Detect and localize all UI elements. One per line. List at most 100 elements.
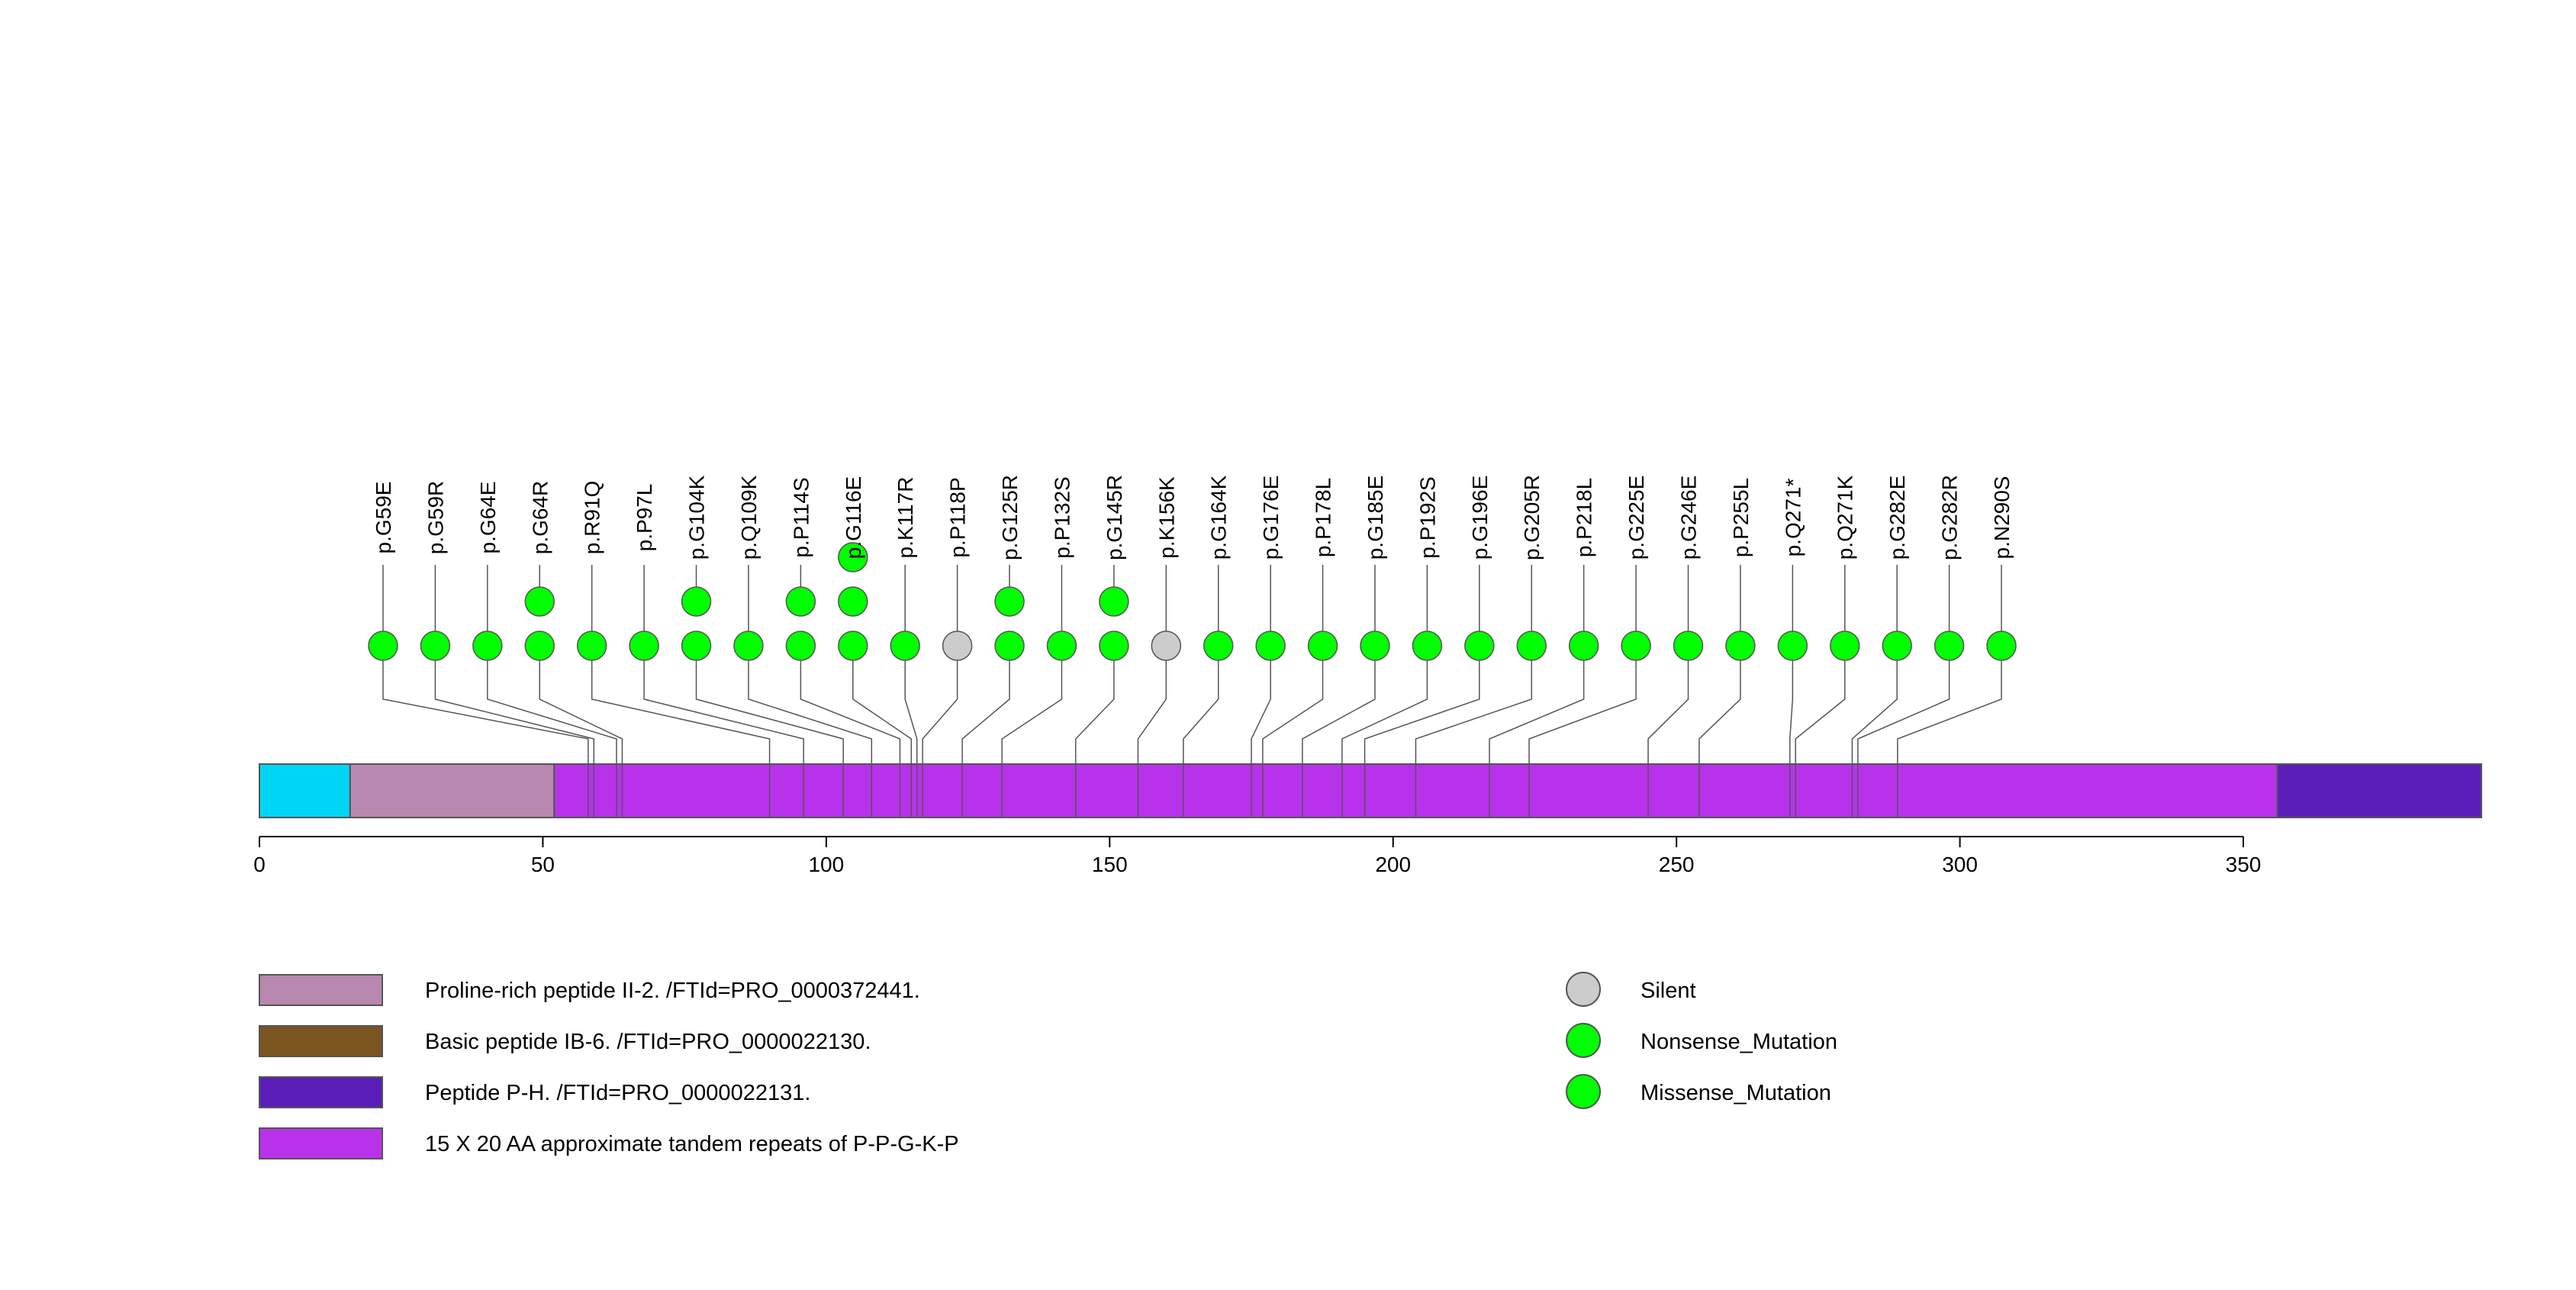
mutation-dot: [1934, 630, 1965, 661]
mutation-dot: [838, 630, 868, 661]
mutation-label: p.N290S: [1990, 476, 2014, 560]
mutation-label: p.G225E: [1624, 476, 1648, 560]
mutation-label: p.P132S: [1050, 476, 1074, 558]
mutation-dot: [576, 630, 607, 661]
mutation-label: p.K117R: [894, 477, 917, 559]
mutation-connector: [800, 660, 901, 818]
mutation-label: p.G205R: [1520, 475, 1544, 560]
x-axis: 0 50 100 150 200 250 300 350: [253, 836, 2262, 876]
mutation-dot: [994, 630, 1025, 661]
legend-mutation-label: Silent: [1641, 979, 1696, 1003]
mutation-connector: [1897, 660, 2002, 818]
mutation-label: p.G104K: [685, 475, 709, 560]
legend: Proline-rich peptide II-2. /FTId=PRO_000…: [259, 972, 1837, 1159]
mutation-dot: [1099, 586, 1129, 617]
mutation-connector: [591, 660, 771, 818]
mutation-connector: [1074, 660, 1115, 818]
mutation-connector: [1795, 660, 1846, 818]
mutation-dot: [942, 630, 973, 661]
domain-segment: [259, 763, 351, 818]
mutation-label: p.P114S: [789, 477, 813, 557]
mutation-label: p.G64E: [476, 482, 500, 554]
mutation-label: p.P97L: [633, 484, 656, 552]
mutation-connector: [1789, 660, 1794, 818]
mutation-label: p.G145R: [1103, 475, 1126, 560]
mutation-connector: [1251, 660, 1271, 818]
mutation-connector: [1489, 660, 1585, 818]
mutation-label: p.G116E: [842, 476, 865, 559]
mutation-label: p.G282E: [1885, 476, 1909, 560]
domain-segment: [349, 763, 555, 818]
mutation-label: p.G196E: [1468, 476, 1492, 560]
mutation-dot: [733, 630, 764, 661]
domain-segment: [2276, 763, 2483, 818]
mutation-dot: [681, 586, 712, 617]
mutation-lollipops: p.G59E p.G59R p.G64E p.G64R p.R91Q p.P97L p.G1…: [368, 475, 2017, 818]
mutation-connector: [1137, 660, 1167, 818]
x-axis-tick-label: 250: [1659, 853, 1695, 876]
mutation-label: p.G164K: [1207, 475, 1231, 560]
mutation-label: p.G246E: [1676, 476, 1700, 560]
mutation-connector: [1183, 660, 1219, 818]
mutation-label: p.Q271K: [1834, 475, 1857, 560]
mutation-dot: [1725, 630, 1756, 661]
mutation-dot: [1568, 630, 1599, 661]
legend-domain-label: 15 X 20 AA approximate tandem repeats of…: [425, 1132, 959, 1156]
mutation-label: p.Q271*: [1781, 479, 1805, 557]
mutation-label: p.P255L: [1729, 478, 1753, 557]
mutation-label: p.G64R: [528, 481, 552, 555]
mutation-dot: [838, 586, 868, 617]
legend-domain-swatch: [259, 1076, 383, 1108]
mutation-connector: [1647, 660, 1689, 818]
mutation-connector: [695, 660, 844, 818]
mutation-dot: [1516, 630, 1547, 661]
mutation-dot: [524, 586, 555, 617]
legend-domain-label: Basic peptide IB-6. /FTId=PRO_0000022130…: [425, 1030, 871, 1054]
mutation-connector: [904, 660, 918, 818]
mutation-connector: [1415, 660, 1532, 818]
mutation-label: p.P118P: [946, 477, 970, 557]
mutation-connector: [748, 660, 873, 818]
mutation-dot: [890, 630, 920, 661]
mutation-dot: [1777, 630, 1808, 661]
mutation-label: p.G59E: [372, 482, 395, 554]
mutation-connector: [382, 660, 589, 818]
legend-domain-label: Peptide P-H. /FTId=PRO_0000022131.: [425, 1081, 810, 1105]
mutation-dot: [1203, 630, 1234, 661]
x-axis-tick-label: 350: [2226, 853, 2262, 876]
mutation-connector: [434, 660, 595, 818]
mutation-label: p.P192S: [1415, 476, 1439, 558]
mutation-dot: [785, 586, 816, 617]
mutation-dot: [524, 630, 555, 661]
x-axis-tick-label: 200: [1375, 853, 1411, 876]
mutation-dot: [1829, 630, 1860, 661]
mutation-label: p.G282R: [1938, 475, 1962, 560]
mutation-dot: [838, 542, 868, 572]
mutation-dot: [994, 586, 1025, 617]
x-axis-tick-label: 150: [1092, 853, 1128, 876]
legend-mutation-dot: [1566, 1074, 1601, 1109]
mutation-connector: [852, 660, 913, 818]
mutation-dot: [1360, 630, 1390, 661]
mutation-dot: [1673, 630, 1704, 661]
mutation-dot: [1046, 630, 1077, 661]
mutation-dot: [1621, 630, 1651, 661]
mutation-connector: [922, 660, 958, 818]
mutation-dot: [681, 630, 712, 661]
x-axis-tick-label: 0: [253, 853, 266, 876]
legend-domain-label: Proline-rich peptide II-2. /FTId=PRO_000…: [425, 979, 920, 1003]
mutation-connector: [1851, 660, 1898, 818]
mutation-dot: [1882, 630, 1912, 661]
mutation-connector: [1528, 660, 1637, 818]
legend-mutation-dot: [1566, 1023, 1601, 1058]
mutation-dot: [368, 630, 398, 661]
mutation-dot: [1151, 630, 1182, 661]
mutation-label: p.K156K: [1154, 476, 1178, 559]
mutation-dot: [472, 630, 503, 661]
mutation-connector: [1341, 660, 1428, 818]
x-axis-tick-label: 100: [808, 853, 844, 876]
mutation-connector: [1364, 660, 1480, 818]
legend-domain-swatch: [259, 974, 383, 1006]
mutation-dot: [420, 630, 451, 661]
